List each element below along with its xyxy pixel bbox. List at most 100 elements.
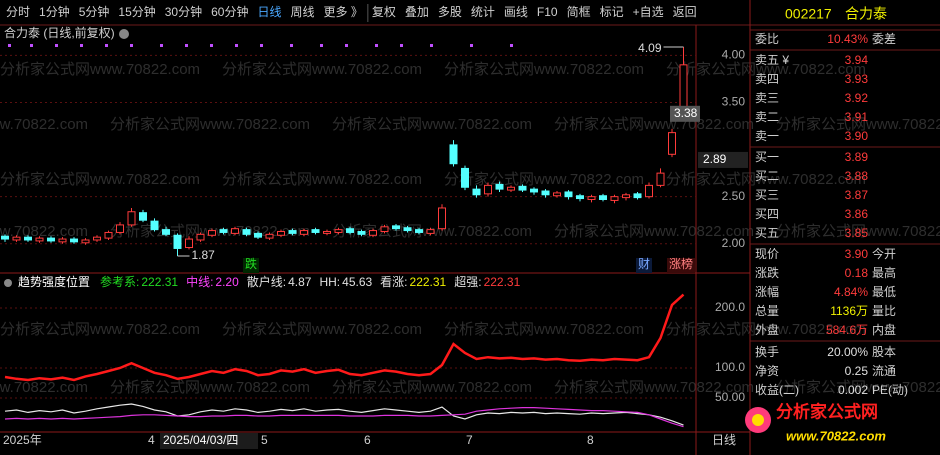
- price-tag: [670, 105, 700, 122]
- watermark: 分析家公式网www.70822.com: [0, 223, 88, 240]
- book-label: 卖四: [755, 72, 779, 86]
- date-label: 2025年: [3, 433, 42, 447]
- toolbar-item[interactable]: 复权: [372, 5, 396, 19]
- toolbar-item[interactable]: 画线: [504, 5, 528, 19]
- indicator-menu-icon[interactable]: [4, 279, 12, 287]
- toolbar-item[interactable]: 日线: [257, 5, 281, 19]
- toolbar-item[interactable]: 5分钟: [79, 4, 110, 19]
- toolbar-item[interactable]: 返回: [673, 5, 697, 19]
- candle-body: [93, 236, 101, 241]
- book-label: 买一: [755, 150, 779, 164]
- event-marker[interactable]: 跌: [245, 256, 257, 271]
- price-tag: [698, 151, 748, 168]
- y-tick-label: 2.50: [722, 189, 746, 203]
- signal-dot: [345, 44, 348, 47]
- toolbar-item[interactable]: 统计: [471, 5, 495, 19]
- book-price: 3.91: [845, 110, 869, 124]
- title-menu-icon[interactable]: [119, 29, 129, 39]
- stat-label: 涨跌: [755, 265, 779, 280]
- candle-body: [392, 225, 400, 230]
- legend-name: HH:: [319, 275, 340, 289]
- stat-label2: PE(动): [872, 383, 908, 397]
- watermark: 分析家公式网www.70822.com: [554, 116, 754, 133]
- stat-label2: 量比: [872, 304, 896, 318]
- toolbar-item[interactable]: 分时: [6, 5, 30, 19]
- watermark: 分析家公式网www.70822.com: [666, 321, 866, 338]
- book-label: 卖一: [755, 129, 779, 143]
- stat-value: 20.00%: [827, 345, 868, 359]
- date-label: 4: [148, 433, 155, 447]
- book-price: 3.89: [845, 150, 869, 164]
- toolbar-item[interactable]: 简框: [567, 5, 591, 19]
- toolbar-item[interactable]: +自选: [633, 5, 664, 19]
- event-marker[interactable]: 涨榜: [669, 256, 693, 271]
- y-tick-label: 2.00: [722, 236, 746, 250]
- event-marker[interactable]: 财: [638, 257, 650, 271]
- stat-label: 收益(二): [755, 383, 799, 397]
- legend-value: 222.31: [141, 275, 178, 289]
- watermark: 分析家公式网www.70822.com: [444, 61, 644, 78]
- legend-value: 222.31: [484, 275, 521, 289]
- signal-dot: [130, 44, 133, 47]
- candle-body: [346, 228, 354, 233]
- candle-body: [403, 227, 412, 232]
- candle-body: [288, 230, 297, 234]
- toolbar-item[interactable]: 周线: [290, 5, 314, 19]
- toolbar-item[interactable]: 多股: [438, 5, 462, 19]
- stat-label: 现价: [755, 247, 779, 261]
- legend-value: 2.20: [215, 275, 239, 289]
- stat-label: 净资: [755, 364, 779, 378]
- book-label: 卖三: [755, 91, 779, 105]
- candle-body: [495, 183, 504, 190]
- watermark: 分析家公式网www.70822.com: [0, 321, 200, 338]
- signal-dot: [375, 44, 378, 47]
- stat-value: 0.002: [838, 383, 868, 397]
- watermark: 分析家公式网www.70822.com: [554, 223, 754, 240]
- watermark: 分析家公式网www.70822.com: [0, 116, 88, 133]
- book-label: 买五: [755, 226, 779, 240]
- logo-name: 分析家公式网: [776, 401, 878, 421]
- signal-dot: [260, 44, 263, 47]
- stat-value: 3.90: [845, 247, 869, 261]
- candle-body: [518, 185, 527, 191]
- book-price: 3.92: [845, 91, 869, 105]
- toolbar-item[interactable]: 叠加: [405, 5, 429, 19]
- toolbar-item[interactable]: F10: [537, 5, 558, 19]
- ratio-label: 委比: [755, 32, 779, 46]
- book-price: 3.87: [845, 188, 869, 202]
- candle-body: [1, 235, 9, 240]
- legend-value: 4.87: [288, 275, 312, 289]
- candle-body: [35, 237, 44, 242]
- toolbar-item[interactable]: 60分钟: [211, 4, 248, 19]
- candle-body: [277, 231, 285, 236]
- signal-dot: [400, 44, 403, 47]
- toolbar-item[interactable]: 1分钟: [39, 4, 70, 19]
- signal-dot: [235, 44, 238, 47]
- toolbar-item[interactable]: 更多 》: [324, 5, 363, 19]
- candle-body: [369, 230, 377, 236]
- candle-body: [564, 191, 573, 198]
- watermark: 分析家公式网www.70822.com: [110, 116, 310, 133]
- book-label: 买四: [755, 207, 779, 221]
- stat-value: 0.18: [845, 266, 869, 280]
- toolbar-item[interactable]: 30分钟: [165, 4, 202, 19]
- book-label: 买二: [755, 169, 779, 183]
- ratio-value: 10.43%: [827, 32, 868, 46]
- signal-dot: [55, 44, 58, 47]
- candle-body: [58, 238, 67, 243]
- candle-body: [139, 212, 147, 221]
- signal-dot: [185, 44, 188, 47]
- signal-dot: [8, 44, 11, 47]
- candle-body: [438, 207, 446, 230]
- toolbar-item[interactable]: 标记: [600, 5, 624, 19]
- logo-icon: [752, 414, 764, 426]
- stat-label2: 今开: [872, 246, 896, 261]
- candle-body: [472, 188, 481, 196]
- date-label: 2025/04/03/四: [163, 433, 238, 447]
- stock-name: 合力泰: [845, 6, 887, 22]
- toolbar-item[interactable]: 15分钟: [118, 4, 155, 19]
- date-highlight: [160, 433, 258, 449]
- candle-body: [254, 232, 262, 238]
- low-label: 1.87: [192, 248, 216, 262]
